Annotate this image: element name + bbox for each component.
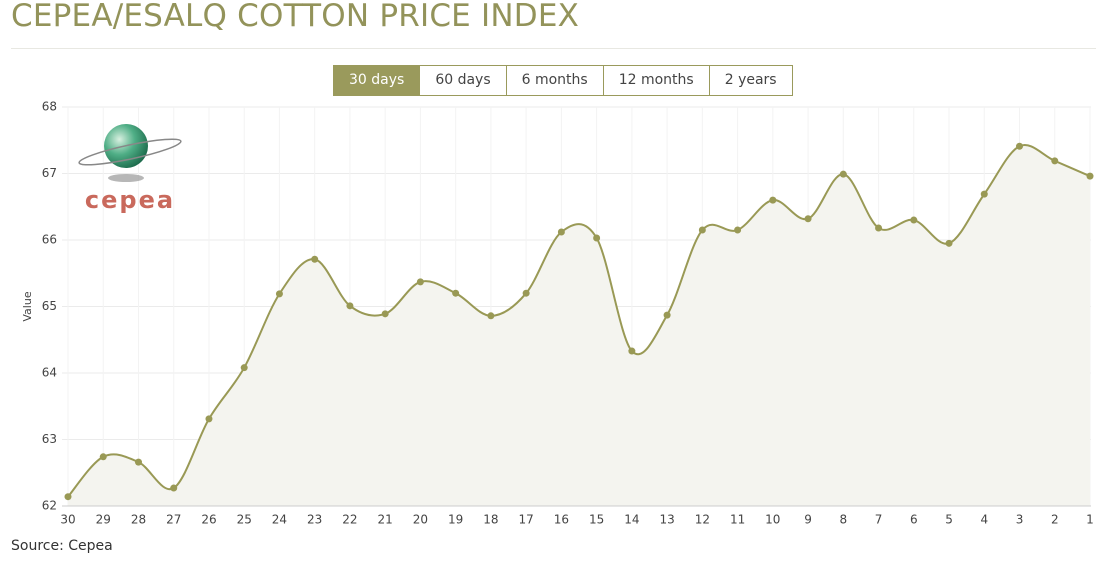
x-tick-label: 22 [342, 513, 357, 527]
x-tick-label: 2 [1051, 513, 1059, 527]
point [416, 278, 424, 286]
x-tick-label: 3 [1016, 513, 1024, 527]
area [68, 145, 1090, 506]
point [875, 224, 883, 232]
x-tick-label: 18 [483, 513, 498, 527]
point [346, 302, 354, 310]
x-tick-label: 9 [804, 513, 812, 527]
y-axis-label: Value [21, 291, 34, 321]
y-tick-label: 63 [42, 432, 57, 446]
x-tick-label: 4 [980, 513, 988, 527]
x-tick-label: 8 [839, 513, 847, 527]
point [487, 312, 495, 320]
logo-shadow [108, 174, 144, 182]
y-tick-label: 64 [42, 366, 57, 380]
divider [11, 48, 1096, 49]
point [1086, 172, 1094, 180]
x-tick-label: 24 [272, 513, 287, 527]
range-button[interactable]: 6 months [505, 66, 603, 95]
point [99, 453, 107, 461]
x-tick-label: 28 [131, 513, 146, 527]
x-tick-label: 17 [518, 513, 533, 527]
x-tick-label: 26 [201, 513, 216, 527]
x-tick-label: 7 [875, 513, 883, 527]
y-tick-label: 65 [42, 299, 57, 313]
point [628, 347, 636, 355]
point [275, 290, 283, 298]
x-tick-label: 25 [237, 513, 252, 527]
x-tick-label: 10 [765, 513, 780, 527]
range-button[interactable]: 12 months [602, 66, 709, 95]
point [64, 493, 72, 501]
source-note: Source: Cepea [11, 538, 113, 554]
x-tick-label: 27 [166, 513, 181, 527]
logo: cepea [78, 124, 182, 214]
point [663, 311, 671, 319]
logo-ring [78, 138, 182, 166]
point [170, 484, 178, 492]
point [311, 255, 319, 263]
x-tick-label: 16 [554, 513, 569, 527]
point [945, 239, 953, 247]
y-tick-label: 66 [42, 233, 57, 247]
range-selector: 30 days 60 days 6 months 12 months 2 years [333, 65, 793, 96]
point [769, 196, 777, 204]
point [804, 215, 812, 223]
x-tick-label: 11 [730, 513, 745, 527]
point [980, 190, 988, 198]
point [1016, 142, 1024, 150]
x-tick-label: 12 [695, 513, 710, 527]
page-title: CEPEA/ESALQ COTTON PRICE INDEX [11, 0, 580, 34]
point [240, 364, 248, 372]
point [698, 226, 706, 234]
x-tick-label: 13 [659, 513, 674, 527]
point [593, 234, 601, 242]
x-tick-label: 1 [1086, 513, 1094, 527]
point [839, 170, 847, 178]
x-tick-label: 15 [589, 513, 604, 527]
point [557, 228, 565, 236]
x-tick-label: 14 [624, 513, 639, 527]
point [522, 289, 530, 297]
x-tick-label: 21 [378, 513, 393, 527]
point [134, 458, 142, 466]
point [381, 310, 389, 318]
x-tick-label: 20 [413, 513, 428, 527]
point [910, 216, 918, 224]
range-button[interactable]: 2 years [708, 66, 792, 95]
x-tick-label: 19 [448, 513, 463, 527]
point [1051, 157, 1059, 165]
point [205, 415, 213, 423]
logo-text: cepea [85, 186, 175, 214]
x-tick-label: 30 [60, 513, 75, 527]
point [452, 289, 460, 297]
x-tick-label: 23 [307, 513, 322, 527]
x-tick-label: 5 [945, 513, 953, 527]
x-tick-label: 29 [96, 513, 111, 527]
y-tick-label: 62 [42, 499, 57, 513]
point [734, 226, 742, 234]
range-button[interactable]: 60 days [419, 66, 506, 95]
x-tick-label: 6 [910, 513, 918, 527]
y-tick-label: 68 [42, 100, 57, 114]
y-tick-label: 67 [42, 166, 57, 180]
range-button[interactable]: 30 days [334, 66, 420, 95]
